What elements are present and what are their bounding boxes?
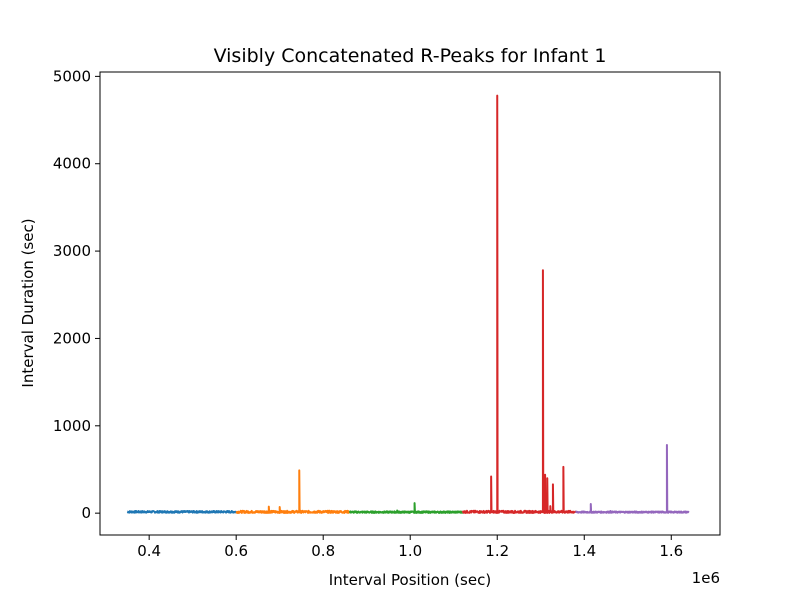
y-tick-label: 0 [81,504,91,522]
chart-title: Visibly Concatenated R-Peaks for Infant … [214,45,607,67]
x-tick-label: 1.6 [659,542,683,560]
x-tick-label: 1.4 [572,542,596,560]
series-line-2 [235,469,351,514]
x-tick-label: 0.8 [311,542,335,560]
y-tick-label: 3000 [53,242,91,260]
x-tick-label: 1.0 [398,542,422,560]
y-tick-label: 4000 [53,155,91,173]
series-line-4 [461,94,577,514]
y-tick-label: 5000 [53,67,91,85]
series-layer [126,94,690,514]
series-line-5 [574,444,690,514]
y-axis-ticks: 0 1000 2000 3000 4000 5000 [53,67,100,522]
x-axis-ticks: 0.4 0.6 0.8 1.0 1.2 1.4 1.6 [137,535,683,560]
y-axis-label: Interval Duration (sec) [19,218,37,387]
x-tick-label: 1.2 [485,542,509,560]
x-axis-offset-label: 1e6 [692,569,720,587]
y-tick-label: 2000 [53,329,91,347]
x-tick-label: 0.6 [224,542,248,560]
x-axis-label: Interval Position (sec) [329,571,491,589]
x-tick-label: 0.4 [137,542,161,560]
y-tick-label: 1000 [53,417,91,435]
series-line-1 [126,509,238,514]
series-line-3 [348,502,464,514]
